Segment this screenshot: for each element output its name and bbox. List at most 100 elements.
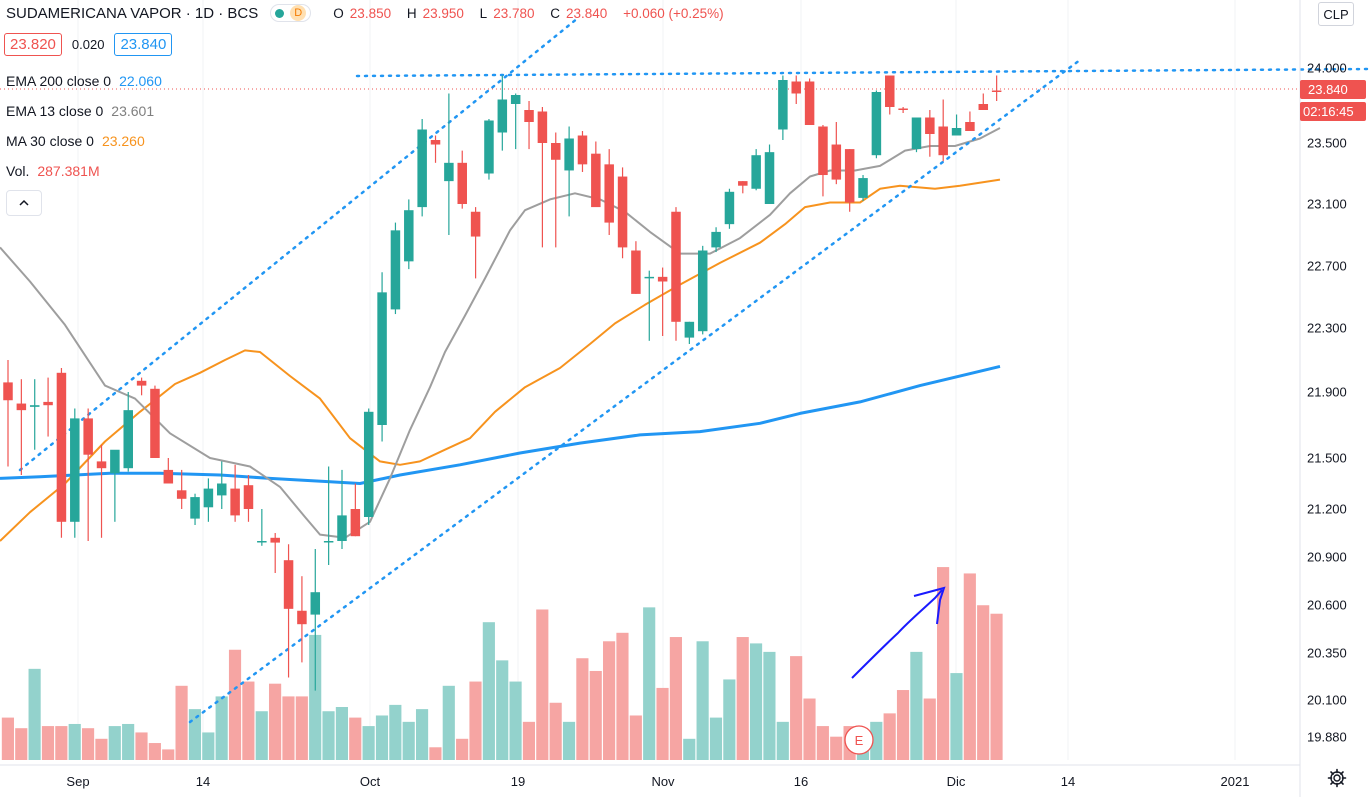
price-axis-label: 20.600 <box>1307 598 1347 613</box>
candle-body <box>430 140 441 145</box>
candle <box>217 461 227 509</box>
candle-body <box>150 388 160 458</box>
candle-body <box>604 164 614 223</box>
legend-collapse-button[interactable] <box>6 190 42 216</box>
trendline-channel-lower <box>188 58 1082 724</box>
candle-body <box>577 135 588 165</box>
candle <box>898 107 908 113</box>
time-axis-label: Nov <box>651 774 675 789</box>
ohlc-open: 23.850 <box>349 5 392 21</box>
volume-bar <box>269 683 282 760</box>
last-price-tag <box>1300 80 1366 99</box>
candle-body <box>444 162 454 182</box>
volume-bar <box>629 715 642 760</box>
volume-bar <box>963 573 976 760</box>
candle-body <box>390 230 401 310</box>
countdown-tag <box>1300 102 1366 121</box>
volume-bar <box>669 637 682 760</box>
candle <box>537 107 548 248</box>
candle-body <box>751 155 761 189</box>
volume-bar <box>255 711 268 760</box>
candle <box>150 385 160 458</box>
candle <box>323 466 334 565</box>
candle-body <box>764 152 775 204</box>
candle <box>831 122 842 185</box>
gear-icon[interactable] <box>1327 768 1347 788</box>
time-axis[interactable]: Sep 14 Oct 19 Nov 16 Dic 14 2021 <box>0 764 1300 789</box>
legend-ema13-value: 23.601 <box>111 103 155 119</box>
volume-bar <box>228 649 242 760</box>
volume-bar <box>309 634 322 760</box>
volume-bar <box>202 732 215 760</box>
countdown-tag-text: 02:16:45 <box>1303 104 1354 119</box>
candle-body <box>176 490 187 499</box>
ema13-line <box>0 127 1001 539</box>
symbol-title[interactable]: SUDAMERICANA VAPOR · 1D · BCS <box>6 4 259 22</box>
candle-body <box>938 126 948 156</box>
volume-bar <box>977 605 990 760</box>
candle <box>457 150 467 209</box>
volume-bar <box>736 637 749 760</box>
candle-body <box>510 95 521 104</box>
candle-body <box>323 541 334 543</box>
volume-bar <box>349 717 362 760</box>
candle <box>871 90 882 159</box>
volume-bar <box>456 738 469 760</box>
market-status[interactable]: D <box>270 4 312 22</box>
candle <box>711 227 721 253</box>
price-axis[interactable]: 24.000 23.500 23.100 22.700 22.300 21.900 21.5… <box>1299 0 1347 797</box>
candle-body <box>110 449 120 474</box>
legend-ema13[interactable]: EMA 13 close 0 23.601 <box>6 103 155 119</box>
bid-button[interactable]: 23.820 <box>4 33 62 56</box>
candle-body <box>617 176 628 248</box>
candle-body <box>898 108 908 110</box>
volume-bar <box>108 726 121 760</box>
price-axis-label: 23.500 <box>1307 136 1347 151</box>
event-marker[interactable] <box>844 725 874 755</box>
candle-body <box>885 75 895 107</box>
volume-bar <box>616 632 629 760</box>
volume-bar <box>95 738 108 760</box>
volume-bar <box>135 732 148 760</box>
ohlc-high: 23.950 <box>422 5 464 21</box>
volume-bar <box>749 643 763 760</box>
volume-bar <box>589 670 602 760</box>
candle <box>778 75 788 140</box>
spread-value: 0.020 <box>71 37 105 52</box>
price-axis-label: 21.500 <box>1307 451 1347 466</box>
candle <box>724 188 735 229</box>
volume-bar <box>362 726 375 760</box>
candle-body <box>818 126 828 176</box>
candle <box>577 131 588 172</box>
candle <box>377 272 387 442</box>
chevron-up-icon <box>19 199 29 206</box>
bid-ask-panel: 23.820 0.020 23.840 <box>4 33 173 56</box>
candle <box>684 321 695 344</box>
candle <box>965 111 975 131</box>
volume-bar <box>322 711 335 760</box>
candle <box>938 99 948 162</box>
legend-ema200[interactable]: EMA 200 close 0 22.060 <box>6 73 162 89</box>
legend-volume[interactable]: Vol. 287.381M <box>6 163 100 179</box>
candle-body <box>56 372 67 522</box>
volume-bar <box>15 728 28 760</box>
candle <box>657 267 668 336</box>
ask-button[interactable]: 23.840 <box>114 33 173 56</box>
volume-bar <box>389 704 402 760</box>
volume-bar <box>442 685 455 760</box>
currency-button[interactable]: CLP <box>1318 2 1354 26</box>
candle <box>390 222 401 315</box>
price-axis-label: 20.100 <box>1307 693 1347 708</box>
legend-ma30[interactable]: MA 30 close 0 23.260 <box>6 133 145 149</box>
volume-bar <box>883 713 896 760</box>
candle <box>230 464 240 522</box>
price-axis-label: 24.000 <box>1307 61 1347 76</box>
candle <box>337 469 347 549</box>
volume-bar <box>776 721 789 760</box>
ohlc-low: 23.780 <box>493 5 535 21</box>
candle-body <box>337 515 347 541</box>
candle <box>551 132 561 248</box>
price-axis-label: 22.300 <box>1307 321 1347 336</box>
candle <box>163 458 174 484</box>
